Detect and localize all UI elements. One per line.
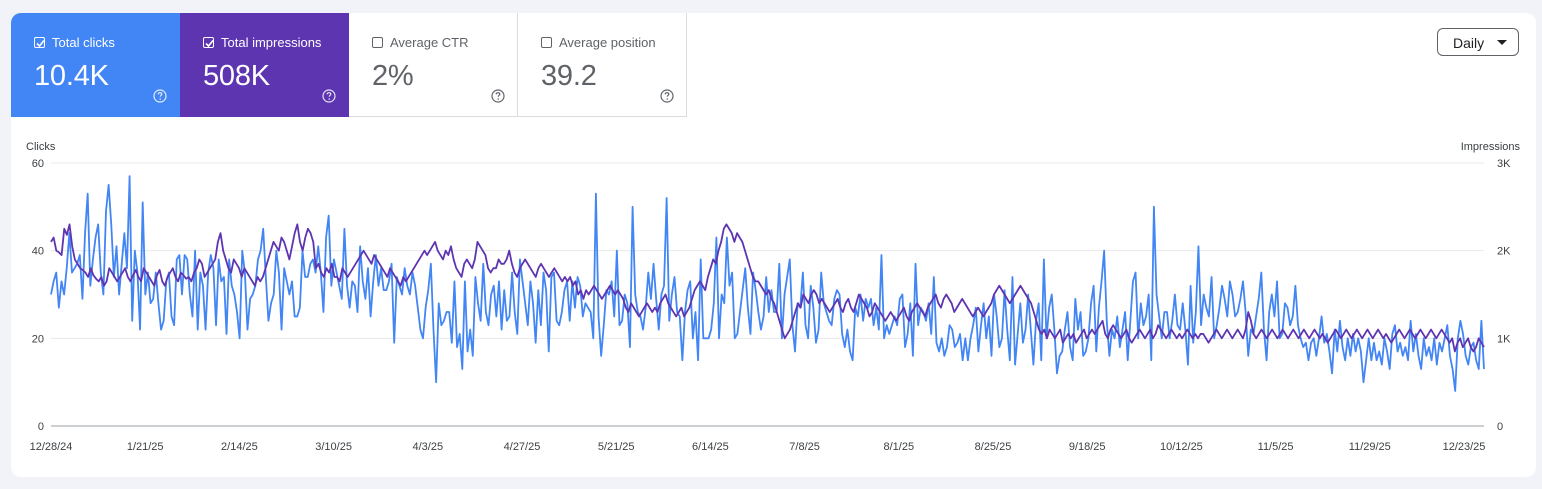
x-tick-label: 8/25/25 xyxy=(975,441,1012,453)
help-circle-icon[interactable] xyxy=(153,89,167,103)
metric-label: Average CTR xyxy=(390,35,469,50)
metric-tab-total-clicks[interactable]: Total clicks 10.4K xyxy=(11,13,180,117)
metric-tab-average-position[interactable]: Average position 39.2 xyxy=(518,13,687,117)
x-tick-label: 8/1/25 xyxy=(884,441,915,453)
x-tick-label: 4/27/25 xyxy=(504,441,541,453)
right-axis-title: Impressions xyxy=(1461,141,1521,153)
right-tick-label: 2K xyxy=(1497,246,1511,258)
left-tick-label: 40 xyxy=(32,246,44,258)
x-tick-label: 2/14/25 xyxy=(221,441,258,453)
checkbox-icon[interactable] xyxy=(372,37,383,48)
dropdown-label: Daily xyxy=(1453,35,1485,51)
metric-label: Average position xyxy=(559,35,656,50)
metric-label: Total clicks xyxy=(52,35,115,50)
right-tick-label: 1K xyxy=(1497,333,1511,345)
x-tick-label: 11/5/25 xyxy=(1258,441,1294,453)
left-axis-title: Clicks xyxy=(26,141,56,153)
performance-chart: 0 20 40 60 0 1K 2K 3K Clicks Impressions 12/28/24 1… xyxy=(26,141,1521,453)
metric-value: 2% xyxy=(372,60,414,92)
checkbox-icon[interactable] xyxy=(203,37,214,48)
metric-value: 508K xyxy=(203,60,270,92)
performance-card: Total clicks 10.4K Total impressions 508K Av… xyxy=(11,13,1536,477)
right-tick-label: 0 xyxy=(1497,421,1503,433)
x-tick-label: 12/23/25 xyxy=(1443,441,1486,453)
metric-tabs: Total clicks 10.4K Total impressions 508K Av… xyxy=(11,13,687,117)
x-tick-label: 10/12/25 xyxy=(1160,441,1203,453)
metric-tab-total-impressions[interactable]: Total impressions 508K xyxy=(180,13,349,117)
metric-tab-average-ctr[interactable]: Average CTR 2% xyxy=(349,13,518,117)
x-tick-label: 9/18/25 xyxy=(1069,441,1106,453)
left-tick-label: 60 xyxy=(32,158,44,170)
metric-value: 39.2 xyxy=(541,60,597,92)
x-tick-label: 1/21/25 xyxy=(127,441,164,453)
help-circle-icon[interactable] xyxy=(322,89,336,103)
metric-value: 10.4K xyxy=(34,60,109,92)
checkbox-icon[interactable] xyxy=(34,37,45,48)
date-granularity-dropdown[interactable]: Daily xyxy=(1437,28,1519,56)
help-circle-icon[interactable] xyxy=(491,89,505,103)
left-tick-label: 20 xyxy=(32,333,44,345)
x-tick-label: 5/21/25 xyxy=(598,441,635,453)
x-tick-label: 6/14/25 xyxy=(692,441,729,453)
metric-label: Total impressions xyxy=(221,35,322,50)
help-circle-icon[interactable] xyxy=(660,89,674,103)
x-tick-label: 4/3/25 xyxy=(413,441,444,453)
x-tick-label: 12/28/24 xyxy=(30,441,73,453)
caret-down-icon xyxy=(1497,40,1507,45)
checkbox-icon[interactable] xyxy=(541,37,552,48)
series-line-total-clicks xyxy=(50,175,1485,392)
series-line-total-impressions xyxy=(50,223,1485,353)
x-tick-label: 7/8/25 xyxy=(789,441,820,453)
right-tick-label: 3K xyxy=(1497,158,1511,170)
left-tick-label: 0 xyxy=(38,421,44,433)
x-tick-label: 3/10/25 xyxy=(315,441,352,453)
x-tick-label: 11/29/25 xyxy=(1349,441,1391,453)
